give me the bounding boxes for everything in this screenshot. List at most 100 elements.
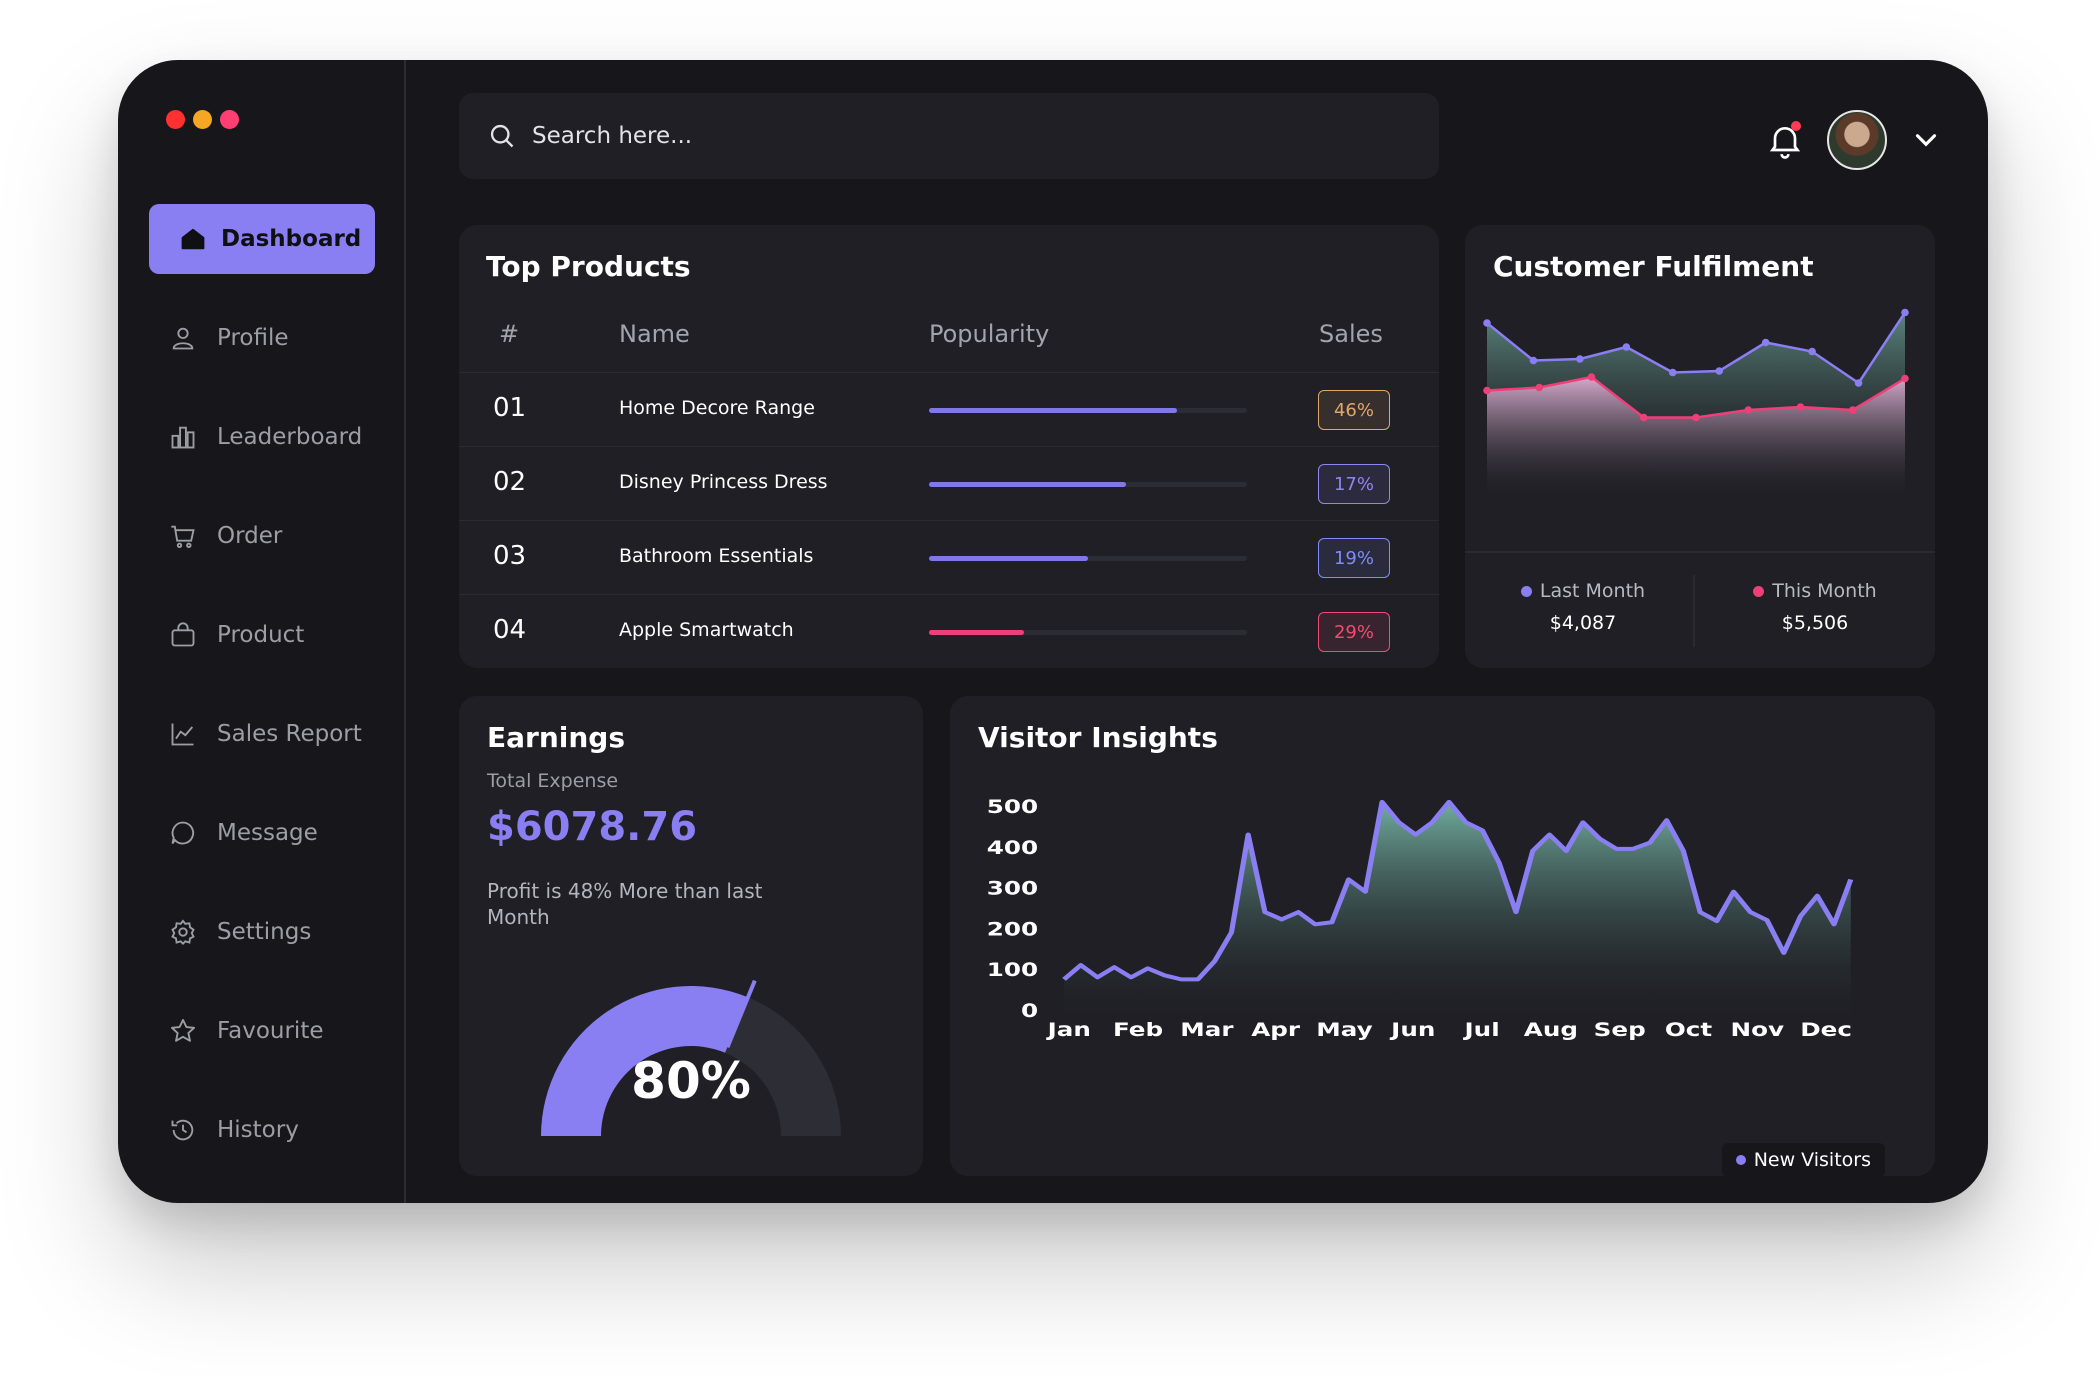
card-title: Top Products: [486, 250, 691, 283]
search-bar[interactable]: [459, 93, 1439, 179]
row-number: 03: [493, 541, 527, 571]
search-input[interactable]: [530, 122, 1334, 150]
gauge-filled-arc: [541, 986, 748, 1136]
table-row[interactable]: 01 Home Decore Range 46%: [459, 372, 1439, 447]
search-icon: [490, 124, 514, 148]
legend-label: This Month: [1772, 580, 1877, 602]
sidebar-item-order[interactable]: Order: [149, 501, 375, 571]
maximize-window-dot[interactable]: [220, 110, 239, 129]
sidebar-item-label: Favourite: [217, 1018, 324, 1044]
sales-badge: 17%: [1318, 464, 1390, 504]
earnings-note: Profit is 48% More than last Month: [487, 879, 763, 929]
data-point: [1587, 373, 1596, 381]
column-header-sales: Sales: [1319, 320, 1383, 348]
notifications-button[interactable]: [1765, 118, 1805, 162]
data-point: [1848, 406, 1857, 414]
card-title: Earnings: [487, 721, 626, 754]
x-tick-label: Feb: [1113, 1020, 1163, 1042]
data-point: [1535, 383, 1544, 392]
y-tick-label: 200: [987, 919, 1038, 941]
minimize-window-dot[interactable]: [193, 110, 212, 129]
data-point: [1761, 338, 1770, 347]
sidebar-item-label: Settings: [217, 919, 312, 945]
sidebar-item-favourite[interactable]: Favourite: [149, 996, 375, 1066]
data-point: [1668, 368, 1677, 377]
data-point: [1529, 356, 1538, 365]
gear-icon: [171, 919, 195, 945]
gauge-track-arc: [725, 997, 841, 1136]
sidebar-item-label: Leaderboard: [217, 424, 363, 450]
data-point: [1483, 386, 1491, 395]
visitors-area: [1064, 801, 1851, 1024]
leaderboard-icon: [171, 426, 195, 449]
column-header-name: Name: [619, 320, 690, 348]
app-window: Dashboard Profile Leaderboard Order Prod…: [118, 60, 1988, 1203]
column-header-popularity: Popularity: [929, 320, 1050, 348]
card-title: Visitor Insights: [978, 721, 1218, 754]
x-tick-label: Aug: [1524, 1020, 1578, 1042]
legend-dot-this-month: [1753, 585, 1765, 597]
sidebar-item-settings[interactable]: Settings: [149, 897, 375, 967]
popularity-bar: [929, 482, 1247, 487]
bell-icon: [1769, 127, 1801, 159]
sidebar-item-dashboard[interactable]: Dashboard: [149, 204, 375, 274]
table-row[interactable]: 04 Apple Smartwatch 29%: [459, 594, 1439, 669]
legend-label: New Visitors: [1753, 1149, 1871, 1171]
chart-legend: New Visitors: [1721, 1143, 1885, 1177]
divider: [1465, 551, 1935, 553]
table-row[interactable]: 02 Disney Princess Dress 17%: [459, 446, 1439, 521]
cart-icon: [171, 525, 195, 549]
x-tick-label: Jan: [1045, 1020, 1091, 1042]
product-name: Apple Smartwatch: [619, 619, 794, 641]
top-products-card: Top Products # Name Popularity Sales 01 …: [459, 225, 1439, 668]
product-name: Disney Princess Dress: [619, 471, 828, 493]
sidebar-item-label: Order: [217, 523, 283, 549]
legend-value: $5,506: [1781, 612, 1849, 634]
sidebar-item-label: History: [217, 1117, 299, 1143]
fulfilment-chart: [1483, 308, 1909, 500]
row-number: 02: [493, 467, 527, 497]
y-tick-label: 100: [987, 960, 1038, 982]
sidebar-item-history[interactable]: History: [149, 1095, 375, 1165]
sidebar-item-leaderboard[interactable]: Leaderboard: [149, 402, 375, 472]
visitor-insights-card: Visitor Insights 0 100 200 300 400 500 Jan Feb M…: [950, 696, 1935, 1177]
data-point: [1744, 406, 1753, 414]
x-tick-label: Sep: [1594, 1020, 1646, 1042]
x-tick-label: Mar: [1180, 1020, 1233, 1042]
row-number: 04: [493, 615, 527, 645]
avatar[interactable]: [1827, 110, 1887, 170]
column-header-number: #: [499, 320, 520, 348]
history-icon: [171, 1119, 194, 1141]
sidebar: Dashboard Profile Leaderboard Order Prod…: [118, 60, 406, 1203]
table-row[interactable]: 03 Bathroom Essentials 19%: [459, 520, 1439, 595]
sidebar-item-message[interactable]: Message: [149, 798, 375, 868]
sidebar-item-profile[interactable]: Profile: [149, 303, 375, 373]
sidebar-item-label: Profile: [217, 325, 289, 351]
x-tick-label: Jul: [1462, 1020, 1499, 1042]
data-point: [1901, 374, 1909, 383]
popularity-fill: [929, 482, 1127, 487]
customer-fulfilment-card: Customer Fulfilment Last Month $4,087: [1465, 225, 1935, 668]
data-point: [1901, 308, 1909, 317]
legend-last-month: Last Month $4,087: [1513, 580, 1653, 634]
sidebar-item-label: Message: [217, 820, 318, 846]
chevron-down-icon[interactable]: [1909, 123, 1943, 157]
popularity-fill: [929, 630, 1025, 635]
legend-value: $4,087: [1549, 612, 1617, 634]
x-tick-label: Jun: [1389, 1020, 1435, 1042]
legend-label: Last Month: [1539, 580, 1646, 602]
sidebar-item-label: Dashboard: [221, 226, 362, 252]
close-window-dot[interactable]: [166, 110, 185, 129]
notification-badge: [1791, 121, 1801, 131]
data-point: [1639, 413, 1648, 422]
popularity-bar: [929, 556, 1247, 561]
window-controls: [166, 110, 239, 129]
sidebar-item-product[interactable]: Product: [149, 600, 375, 670]
product-name: Home Decore Range: [619, 397, 815, 419]
legend-this-month: This Month $5,506: [1745, 580, 1885, 634]
card-title: Customer Fulfilment: [1493, 250, 1814, 283]
line-last-month: [1486, 311, 1907, 385]
popularity-fill: [929, 556, 1088, 561]
divider-vertical: [1693, 575, 1695, 647]
sidebar-item-sales-report[interactable]: Sales Report: [149, 699, 375, 769]
